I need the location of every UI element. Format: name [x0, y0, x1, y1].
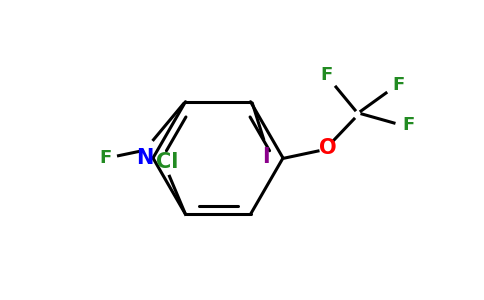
- Text: Cl: Cl: [156, 152, 179, 172]
- Text: O: O: [319, 138, 337, 158]
- Text: F: F: [392, 76, 404, 94]
- Text: F: F: [99, 149, 112, 167]
- Text: F: F: [320, 66, 332, 84]
- Text: I: I: [262, 147, 269, 167]
- Text: F: F: [402, 116, 414, 134]
- Text: N: N: [136, 148, 154, 168]
